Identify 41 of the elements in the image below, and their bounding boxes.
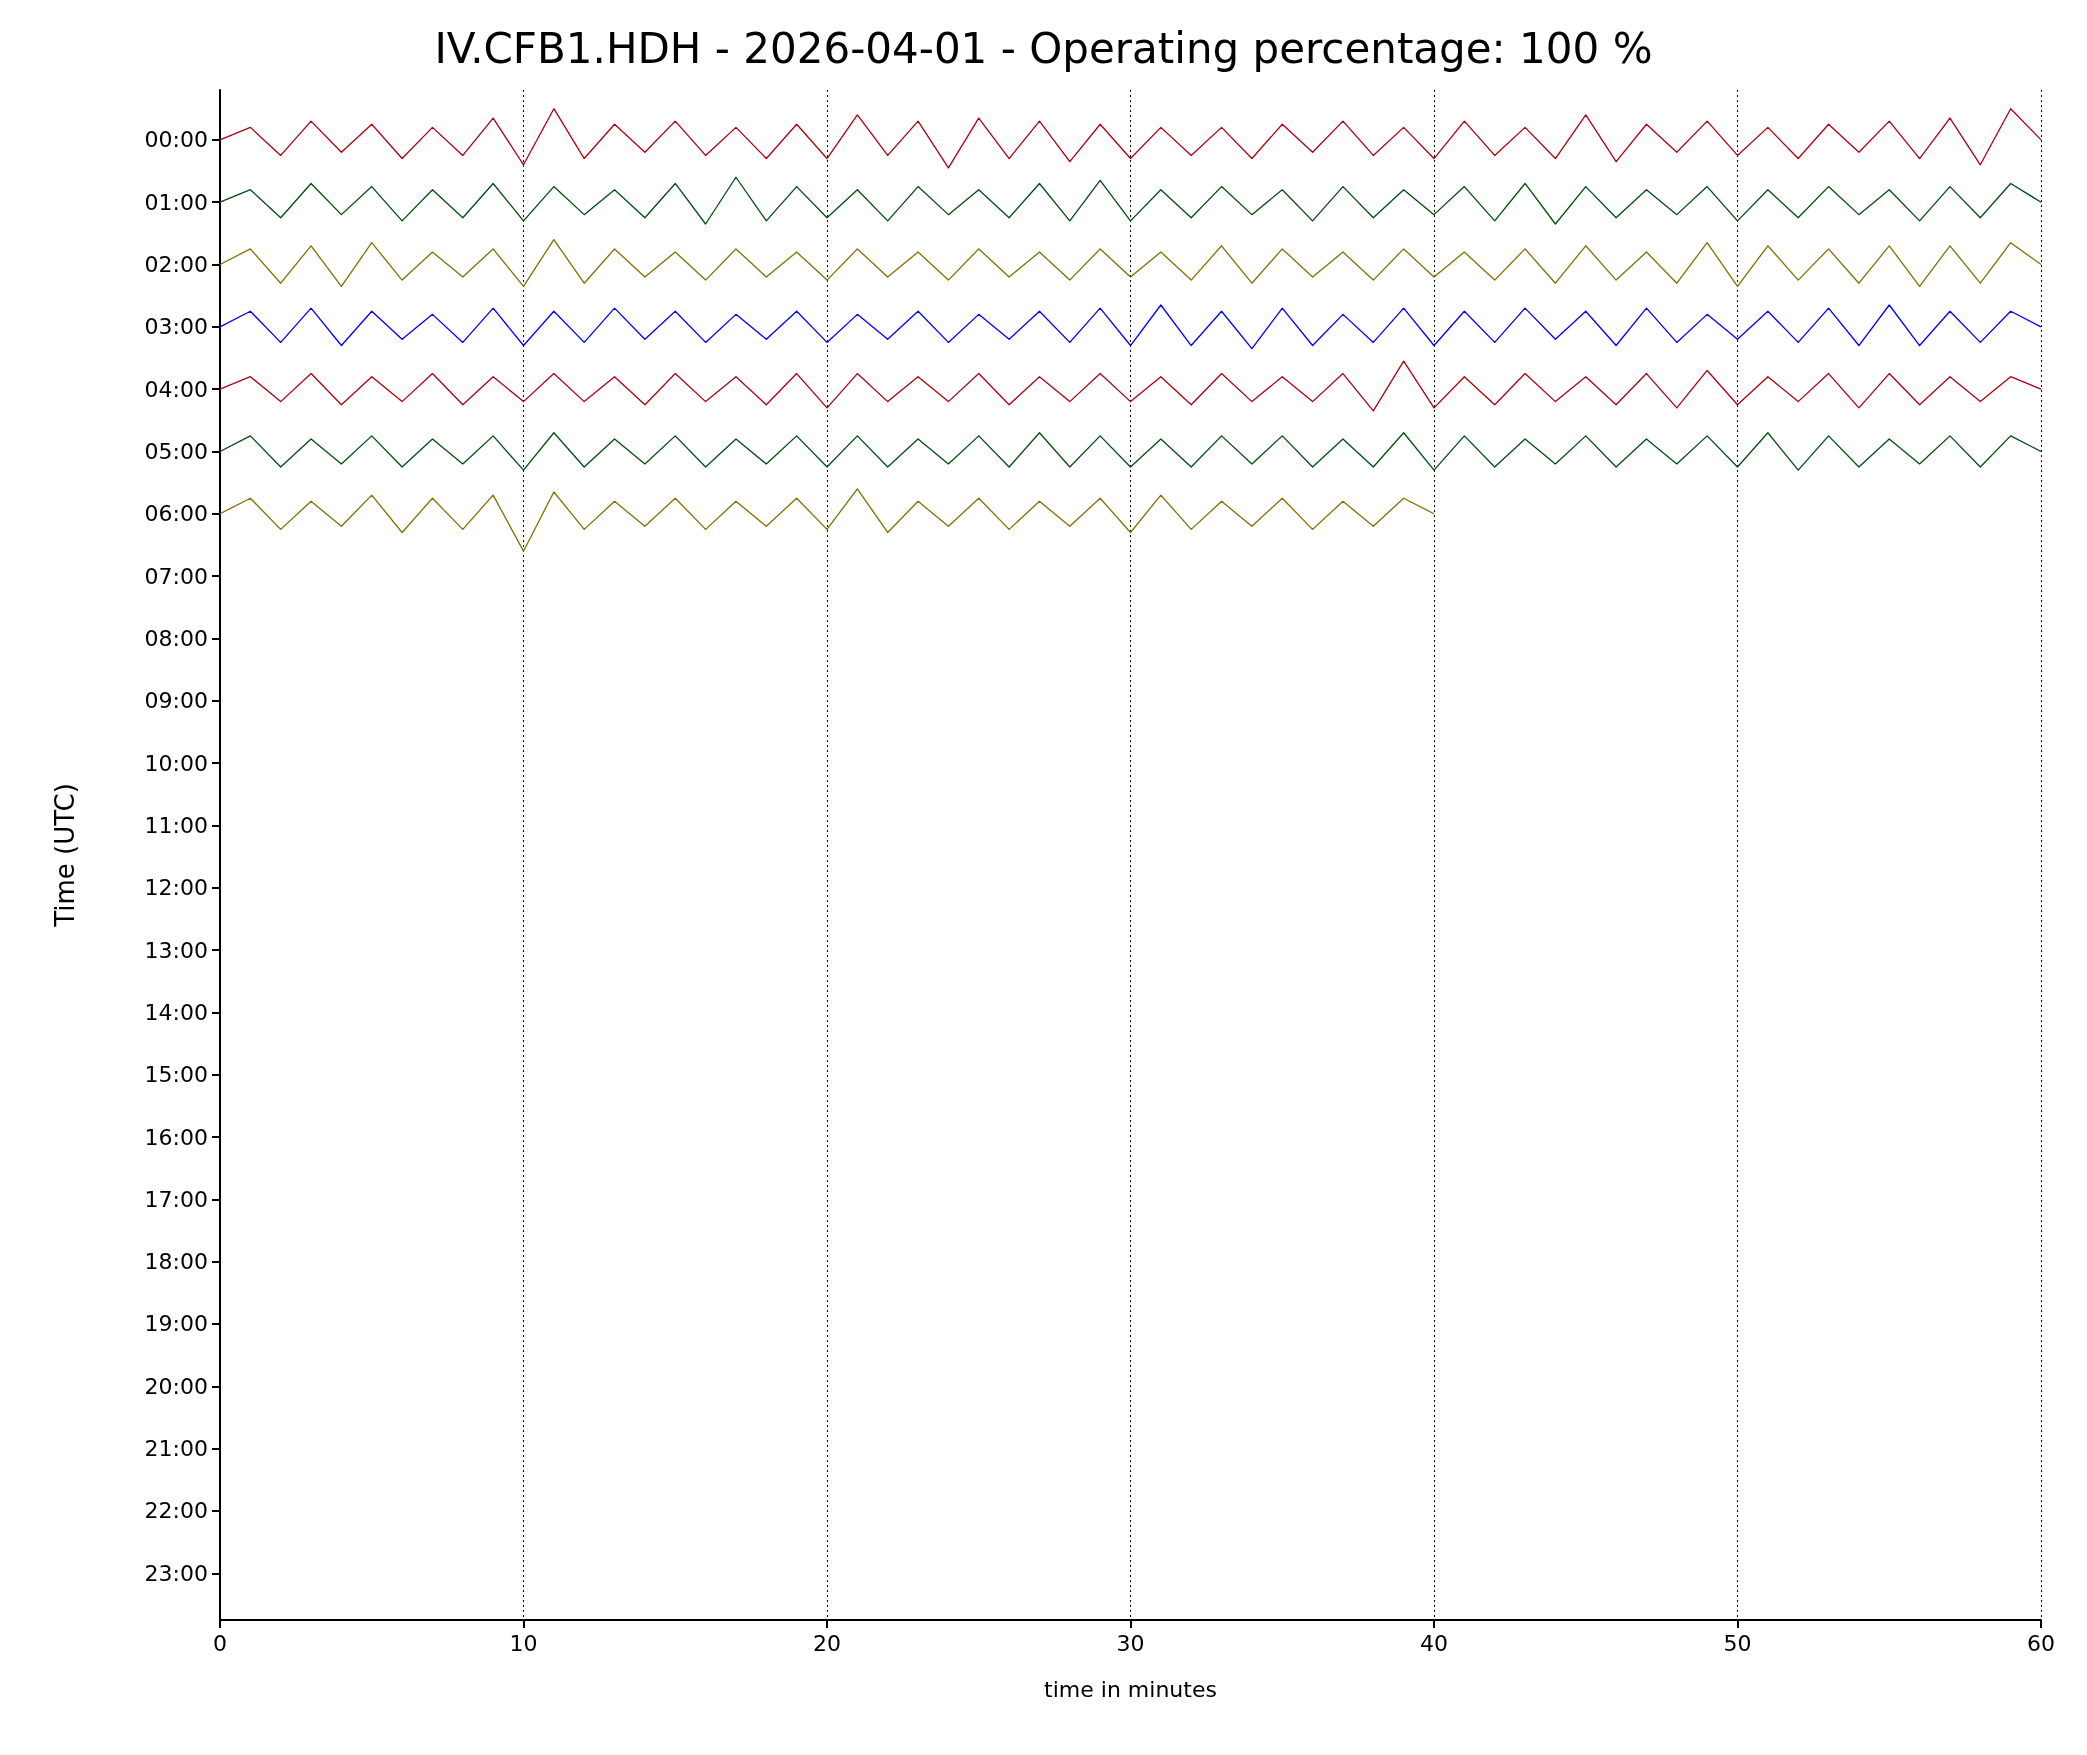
line-series — [219, 432, 2042, 471]
y-tick-label: 10:00 — [144, 750, 208, 776]
y-tick-label: 12:00 — [144, 875, 208, 901]
y-tick-label: 00:00 — [144, 127, 208, 153]
y-tick-label: 21:00 — [144, 1436, 208, 1462]
y-tick-label: 17:00 — [144, 1186, 208, 1212]
y-tick-label: 04:00 — [144, 376, 208, 402]
y-tick-label: 06:00 — [144, 501, 208, 527]
line-series — [219, 176, 2042, 225]
y-tick-label: 20:00 — [144, 1373, 208, 1399]
line-series — [219, 304, 2042, 350]
y-tick-label: 22:00 — [144, 1498, 208, 1524]
line-series — [219, 488, 1435, 552]
y-tick-label: 13:00 — [144, 937, 208, 963]
y-tick-label: 16:00 — [144, 1124, 208, 1150]
x-tick-label: 40 — [1420, 1630, 1448, 1656]
y-tick-label: 18:00 — [144, 1249, 208, 1275]
y-tick-label: 07:00 — [144, 563, 208, 589]
line-series — [219, 238, 2042, 287]
y-tick-label: 01:00 — [144, 189, 208, 215]
chart-title: IV.CFB1.HDH - 2026-04-01 - Operating percentage: 100 % — [434, 23, 1653, 73]
y-tick-label: 03:00 — [144, 314, 208, 340]
y-tick-label: 05:00 — [144, 438, 208, 464]
x-axis-title: time in minutes — [1044, 1676, 1217, 1702]
line-series — [219, 108, 2042, 169]
y-tick-label: 23:00 — [144, 1560, 208, 1586]
y-tick-label: 19:00 — [144, 1311, 208, 1337]
y-tick-label: 08:00 — [144, 625, 208, 651]
x-tick-label: 30 — [1116, 1630, 1145, 1656]
x-tick-label: 50 — [1723, 1630, 1752, 1656]
y-tick-label: 14:00 — [144, 999, 208, 1025]
x-tick-label: 10 — [509, 1630, 538, 1656]
y-tick-label: 02:00 — [144, 252, 208, 277]
x-tick-label: 60 — [2027, 1630, 2055, 1656]
y-tick-label: 11:00 — [144, 812, 208, 838]
y-tick-label: 09:00 — [144, 688, 208, 714]
y-axis-title: Time (UTC) — [50, 783, 80, 928]
y-tick-label: 15:00 — [144, 1062, 208, 1088]
x-tick-label: 20 — [813, 1630, 841, 1656]
x-tick-label: 0 — [213, 1630, 227, 1656]
line-series — [219, 360, 2042, 412]
